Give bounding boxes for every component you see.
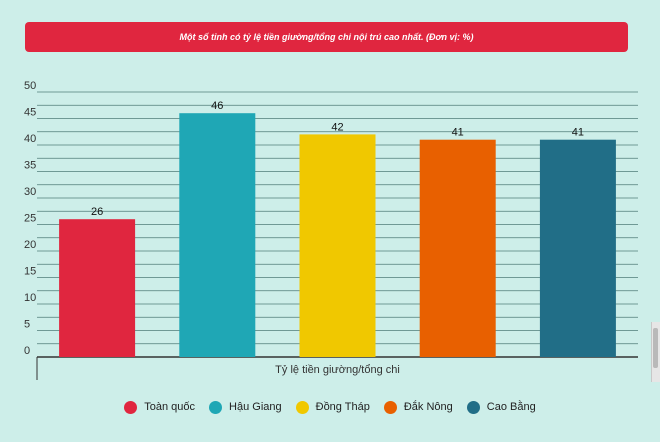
chart-title-banner: Một số tỉnh có tỷ lệ tiền giường/tổng ch… <box>25 22 628 52</box>
y-tick-label: 15 <box>24 266 36 278</box>
data-label: 42 <box>331 121 343 133</box>
legend-label: Cao Bằng <box>486 401 536 413</box>
legend-item-hau-giang[interactable]: Hậu Giang <box>209 400 282 414</box>
data-label: 41 <box>452 127 464 139</box>
data-label: 46 <box>211 100 223 112</box>
y-tick-label: 40 <box>24 133 36 145</box>
y-tick-label: 0 <box>24 345 30 357</box>
bar <box>299 134 376 357</box>
legend-swatch <box>124 400 138 414</box>
data-label: 26 <box>91 206 103 218</box>
y-tick-label: 50 <box>24 80 36 92</box>
legend-item-toan-quoc[interactable]: Toàn quốc <box>124 400 196 414</box>
legend-swatch <box>383 400 397 414</box>
data-label: 41 <box>572 127 584 139</box>
y-tick-label: 35 <box>24 160 36 172</box>
y-tick-label: 10 <box>24 292 36 304</box>
y-tick-label: 30 <box>24 186 36 198</box>
bar <box>179 113 256 357</box>
chart-title: Một số tỉnh có tỷ lệ tiền giường/tổng ch… <box>179 32 474 42</box>
bar <box>419 139 496 357</box>
legend-item-cao-bang[interactable]: Cao Bằng <box>466 400 536 414</box>
legend-swatch <box>209 400 223 414</box>
legend: Toàn quốc Hậu Giang Đồng Tháp Đắk Nông C… <box>0 398 660 416</box>
legend-label: Đắk Nông <box>403 401 453 413</box>
legend-label: Đồng Tháp <box>315 401 370 413</box>
legend-label: Toàn quốc <box>144 401 196 413</box>
legend-item-dak-nong[interactable]: Đắk Nông <box>383 400 453 414</box>
legend-swatch <box>295 400 309 414</box>
legend-label: Hậu Giang <box>229 401 282 413</box>
x-axis-label: Tỷ lệ tiền giường/tổng chi <box>275 364 400 376</box>
page-scrollbar[interactable] <box>651 322 660 382</box>
y-tick-label: 25 <box>24 213 36 225</box>
y-tick-label: 45 <box>24 107 36 119</box>
y-tick-label: 5 <box>24 319 30 331</box>
y-tick-label: 20 <box>24 239 36 251</box>
scrollbar-thumb[interactable] <box>653 328 658 368</box>
legend-swatch <box>466 400 480 414</box>
bar <box>59 219 136 357</box>
bar <box>539 139 616 357</box>
legend-item-dong-thap[interactable]: Đồng Tháp <box>295 400 370 414</box>
